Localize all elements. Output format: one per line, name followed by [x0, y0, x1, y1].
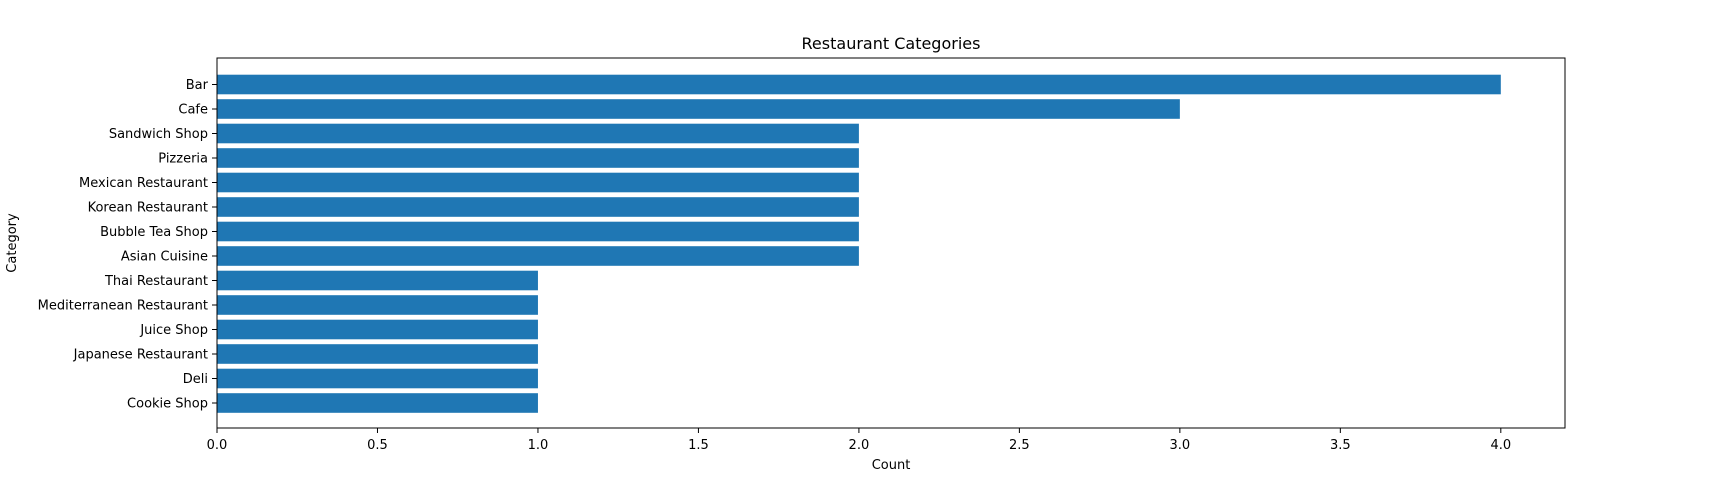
- x-tick-label: 3.5: [1330, 438, 1351, 453]
- bar: [217, 148, 859, 168]
- x-tick-label: 1.0: [528, 438, 549, 453]
- y-tick-label: Bubble Tea Shop: [100, 225, 208, 240]
- bar: [217, 270, 538, 291]
- y-tick-label: Mediterranean Restaurant: [38, 299, 208, 314]
- y-tick-label: Cafe: [178, 103, 208, 118]
- bar: [217, 197, 859, 217]
- x-tick-label: 0.0: [207, 438, 228, 453]
- x-axis: 0.0 0.5 1.0 1.5 2.0 2.5 3.0 3.5 4.0: [207, 428, 1511, 453]
- y-tick-label: Sandwich Shop: [109, 127, 208, 142]
- x-tick-label: 1.5: [688, 438, 709, 453]
- x-tick-label: 2.0: [849, 438, 870, 453]
- bar: [217, 295, 538, 315]
- bar: [217, 99, 1180, 119]
- bar: [217, 74, 1501, 95]
- chart-title: Restaurant Categories: [802, 34, 981, 53]
- x-axis-label: Count: [872, 458, 911, 473]
- y-tick-label: Deli: [183, 372, 208, 387]
- y-tick-label: Cookie Shop: [127, 397, 208, 412]
- bar: [217, 246, 859, 266]
- bar: [217, 221, 859, 242]
- y-tick-label: Thai Restaurant: [104, 274, 208, 289]
- y-tick-label: Pizzeria: [158, 152, 208, 167]
- bar: [217, 344, 538, 364]
- y-tick-label: Mexican Restaurant: [79, 176, 208, 191]
- y-tick-label: Juice Shop: [139, 323, 208, 338]
- bar: [217, 368, 538, 389]
- bar: [217, 393, 538, 413]
- x-tick-label: 3.0: [1170, 438, 1191, 453]
- x-tick-label: 0.5: [367, 438, 388, 453]
- y-tick-label: Japanese Restaurant: [73, 348, 208, 363]
- x-tick-label: 2.5: [1009, 438, 1030, 453]
- y-axis: Bar Cafe Sandwich Shop Pizzeria Mexican Rest…: [38, 78, 217, 412]
- bar: [217, 172, 859, 193]
- y-tick-label: Korean Restaurant: [88, 201, 208, 216]
- bars-layer: [217, 74, 1501, 413]
- bar: [217, 319, 538, 340]
- plot-area-frame: [216, 57, 1566, 429]
- y-tick-label: Bar: [186, 78, 209, 93]
- bar: [217, 123, 859, 144]
- x-tick-label: 4.0: [1490, 438, 1511, 453]
- y-axis-label: Category: [5, 213, 20, 273]
- y-tick-label: Asian Cuisine: [121, 250, 208, 265]
